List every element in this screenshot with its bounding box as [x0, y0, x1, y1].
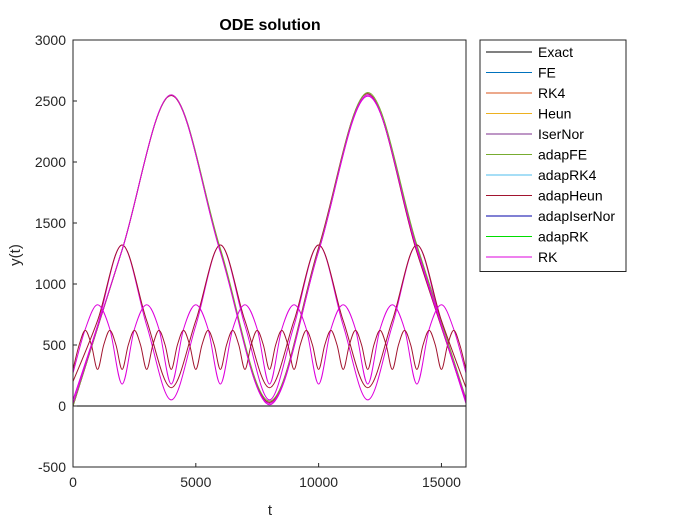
chart-title: ODE solution: [219, 17, 320, 34]
legend-label-adapfe: adapFE: [538, 147, 587, 163]
series-lines: [72, 91, 467, 407]
legend-label-fe: FE: [538, 65, 556, 81]
legend: Exact FE RK4 Heun IserNor adapFE adapRK4 adapHe…: [479, 39, 627, 272]
legend-label-heun: Heun: [538, 106, 571, 122]
y-tick-label: 0: [58, 398, 66, 414]
legend-label-isernor: IserNor: [538, 126, 584, 142]
y-tick-label: 500: [43, 337, 67, 353]
legend-label-adapisernor: adapIserNor: [538, 208, 615, 224]
y-axis-label: y(t): [7, 244, 24, 266]
legend-label-rk4: RK4: [538, 85, 565, 101]
legend-label-adaprk: adapRK: [538, 229, 589, 245]
series-line-adapfe: [72, 244, 467, 389]
x-tick-label: 10000: [299, 474, 338, 490]
series-line-isernor: [72, 244, 467, 401]
legend-label-adaprk4: adapRK4: [538, 167, 597, 183]
y-tick-label: 2500: [35, 93, 66, 109]
y-tick-label: 2000: [35, 154, 66, 170]
plot-area-border: [72, 39, 467, 468]
series-line-adapheun: [72, 329, 467, 370]
x-tick-label: 15000: [422, 474, 461, 490]
x-tick-label: 5000: [180, 474, 211, 490]
axis-ticks: 0 5000 10000 15000-500050010001500200025003…: [35, 32, 461, 490]
y-tick-label: 1000: [35, 276, 66, 292]
y-tick-label: -500: [38, 459, 66, 475]
series-line-adaprk4: [72, 304, 467, 385]
legend-box: [479, 39, 627, 272]
x-tick-label: 0: [69, 474, 77, 490]
legend-label-adapheun: adapHeun: [538, 188, 603, 204]
legend-label-rk: RK: [538, 249, 558, 265]
y-tick-label: 3000: [35, 32, 66, 48]
series-line-rk: [72, 94, 467, 405]
x-axis-label: t: [268, 502, 273, 519]
y-tick-label: 1500: [35, 215, 66, 231]
legend-label-exact: Exact: [538, 44, 573, 60]
